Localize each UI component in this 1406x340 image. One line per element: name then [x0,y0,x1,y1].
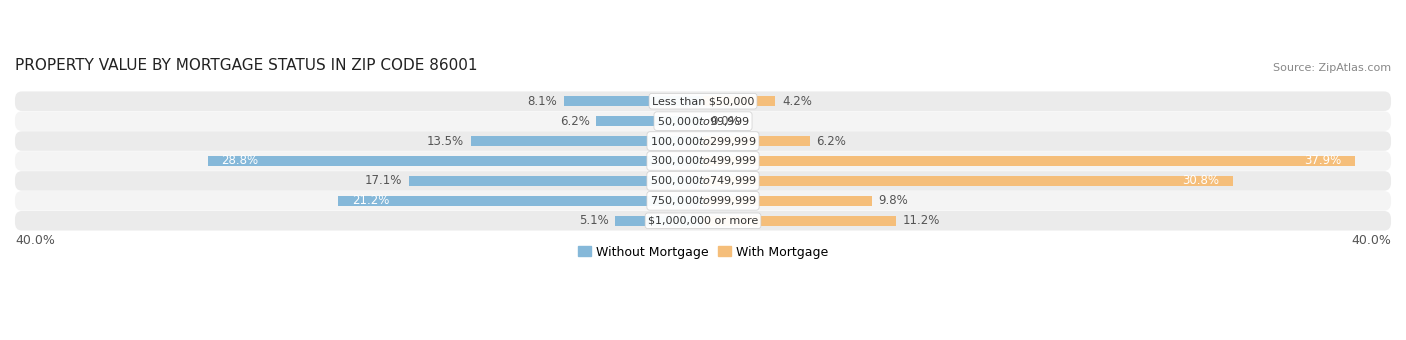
Text: $750,000 to $999,999: $750,000 to $999,999 [650,194,756,207]
Text: 11.2%: 11.2% [903,214,939,227]
Text: 13.5%: 13.5% [427,135,464,148]
Text: 8.1%: 8.1% [527,95,557,108]
FancyBboxPatch shape [15,171,1391,191]
Text: 4.2%: 4.2% [782,95,813,108]
Text: 6.2%: 6.2% [817,135,846,148]
Text: Source: ZipAtlas.com: Source: ZipAtlas.com [1272,63,1391,73]
Bar [703,136,810,146]
Text: PROPERTY VALUE BY MORTGAGE STATUS IN ZIP CODE 86001: PROPERTY VALUE BY MORTGAGE STATUS IN ZIP… [15,58,478,73]
FancyBboxPatch shape [15,211,1391,231]
Bar [409,176,703,186]
Bar [703,156,1355,166]
Text: 9.8%: 9.8% [879,194,908,207]
Text: 5.1%: 5.1% [579,214,609,227]
Bar [208,156,703,166]
FancyBboxPatch shape [15,151,1391,171]
Text: $100,000 to $299,999: $100,000 to $299,999 [650,135,756,148]
FancyBboxPatch shape [15,191,1391,210]
Text: 17.1%: 17.1% [364,174,402,187]
Legend: Without Mortgage, With Mortgage: Without Mortgage, With Mortgage [574,241,832,264]
Text: $50,000 to $99,999: $50,000 to $99,999 [657,115,749,128]
Bar [703,96,775,106]
Text: 6.2%: 6.2% [560,115,589,128]
Text: 30.8%: 30.8% [1182,174,1219,187]
Text: Less than $50,000: Less than $50,000 [652,96,754,106]
Bar [471,136,703,146]
Bar [703,195,872,206]
Text: 28.8%: 28.8% [222,154,259,168]
Bar [616,216,703,226]
Text: 37.9%: 37.9% [1303,154,1341,168]
Text: $1,000,000 or more: $1,000,000 or more [648,216,758,226]
Bar [339,195,703,206]
Bar [564,96,703,106]
Text: $300,000 to $499,999: $300,000 to $499,999 [650,154,756,168]
Text: 40.0%: 40.0% [1351,234,1391,247]
FancyBboxPatch shape [15,131,1391,151]
FancyBboxPatch shape [15,112,1391,131]
FancyBboxPatch shape [15,91,1391,111]
Text: $500,000 to $749,999: $500,000 to $749,999 [650,174,756,187]
Bar [703,216,896,226]
Bar [596,116,703,126]
Text: 21.2%: 21.2% [352,194,389,207]
Text: 0.0%: 0.0% [710,115,740,128]
Bar [703,176,1233,186]
Text: 40.0%: 40.0% [15,234,55,247]
